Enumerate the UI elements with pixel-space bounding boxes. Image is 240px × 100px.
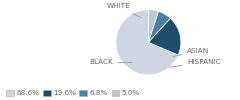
Legend: 68.6%, 19.6%, 6.8%, 5.0%: 68.6%, 19.6%, 6.8%, 5.0% [6,90,140,96]
Wedge shape [116,10,178,75]
Wedge shape [148,10,158,42]
Text: ASIAN: ASIAN [173,48,210,56]
Text: BLACK: BLACK [89,59,132,65]
Wedge shape [148,18,181,55]
Wedge shape [148,11,170,42]
Text: WHITE: WHITE [107,4,141,18]
Text: HISPANIC: HISPANIC [169,59,221,67]
